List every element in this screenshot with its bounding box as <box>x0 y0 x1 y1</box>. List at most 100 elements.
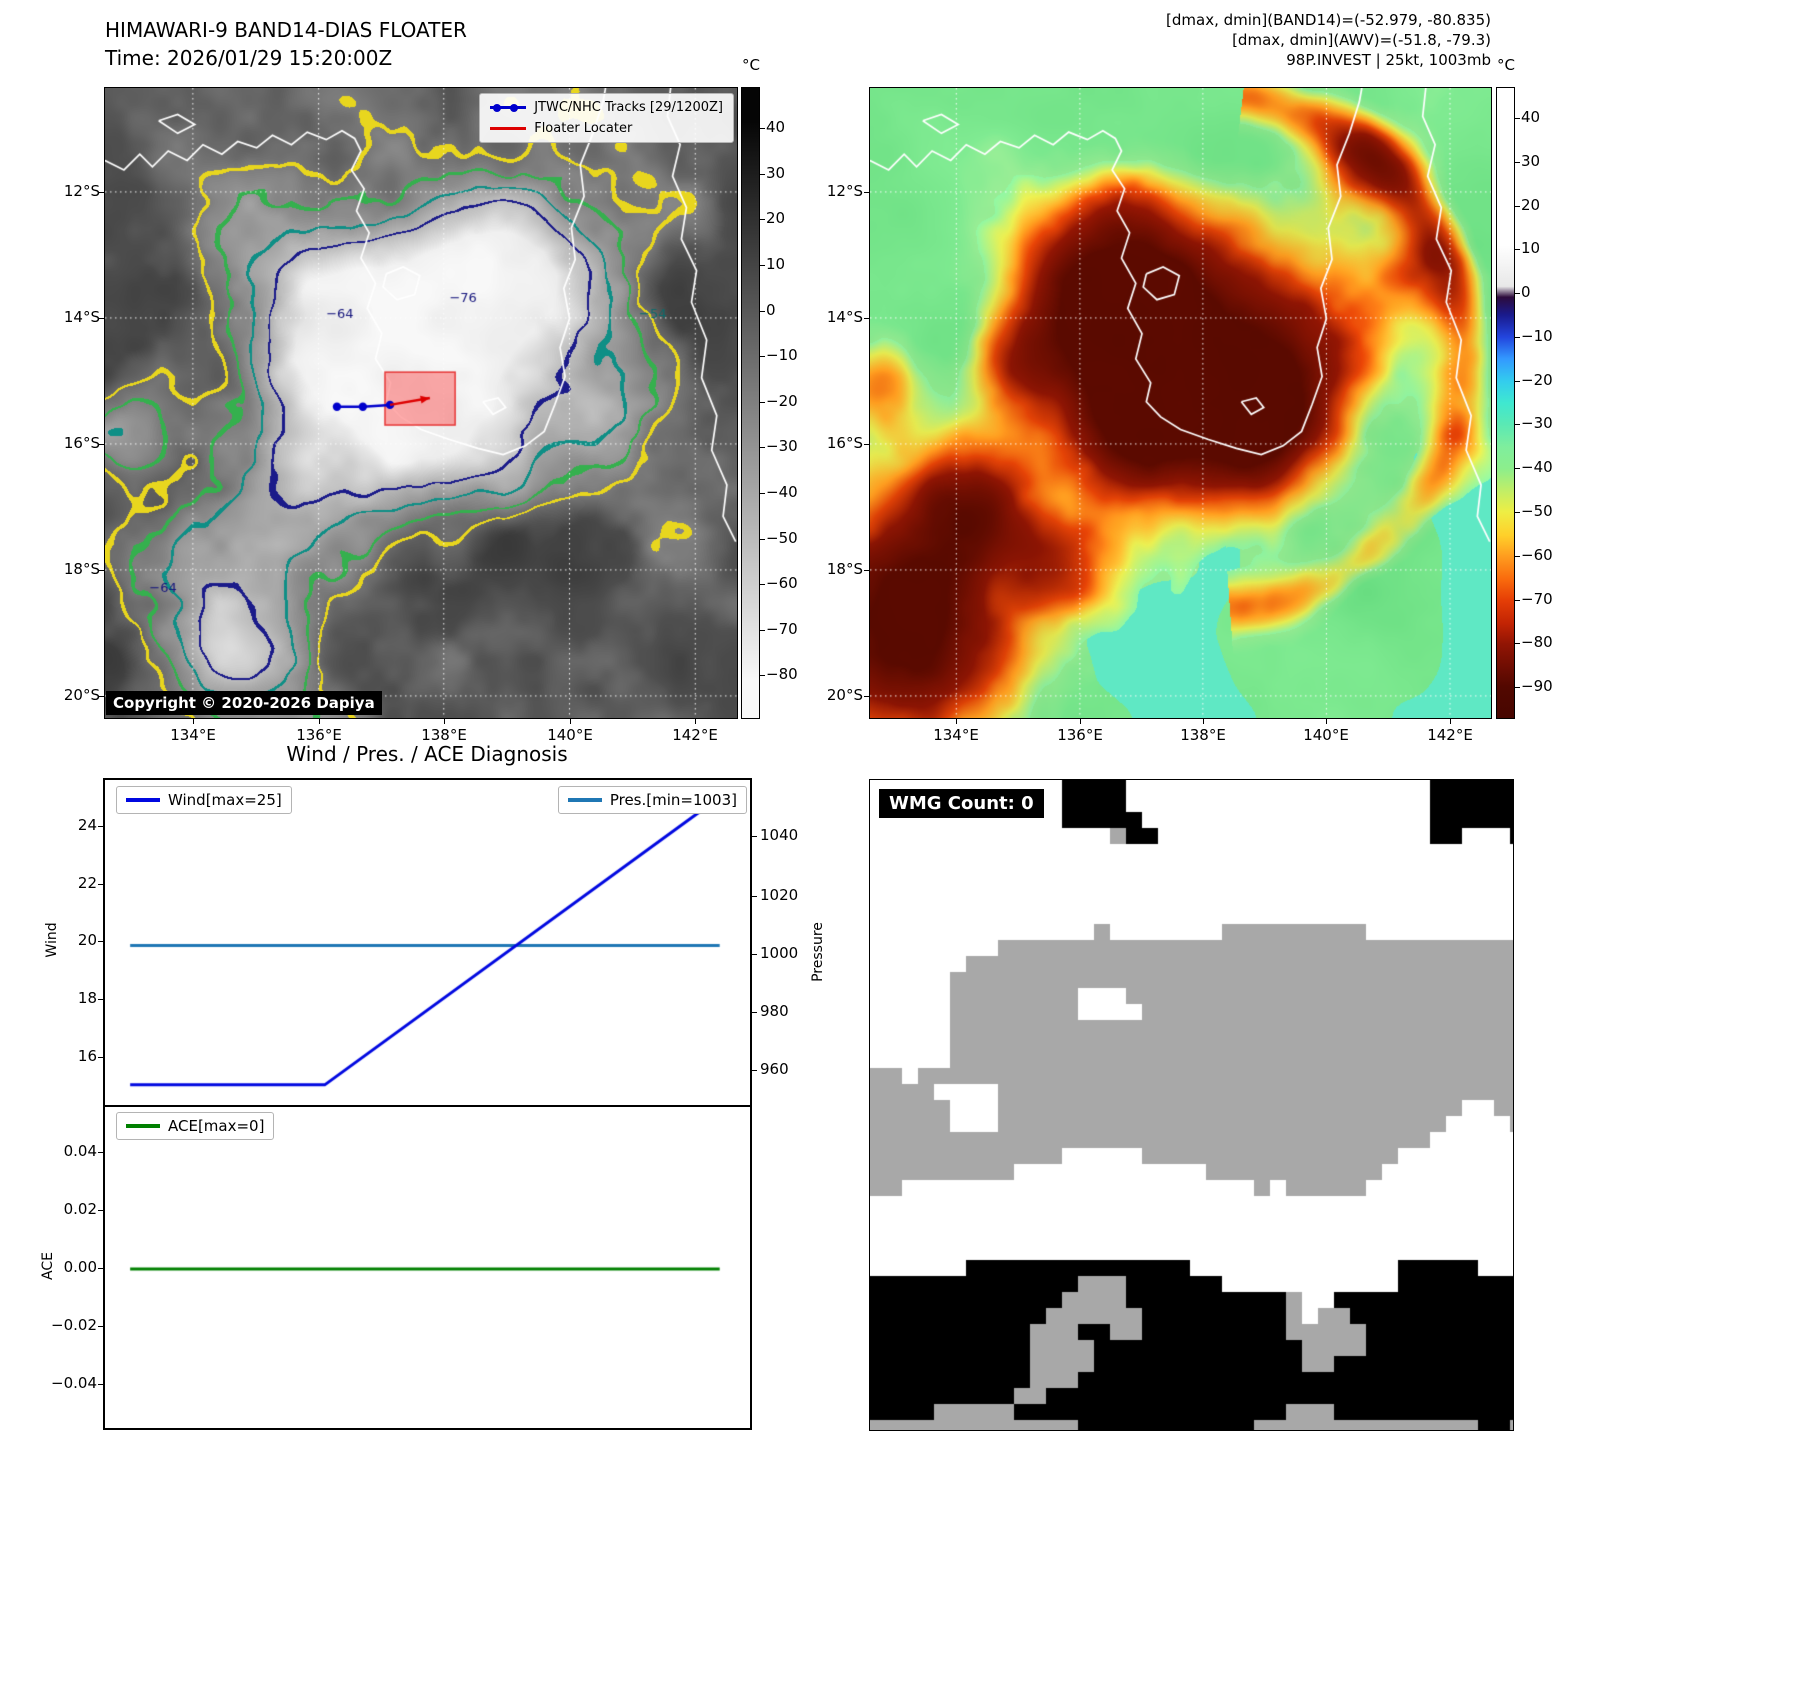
colorbar-tick-label: −40 <box>766 483 798 501</box>
axis-tick-mark <box>760 584 765 585</box>
colorbar-tick-label: −50 <box>1521 502 1553 520</box>
legend-row-floater: Floater Locater <box>490 121 723 136</box>
floater-line-sample <box>490 122 527 135</box>
pres-legend: Pres.[min=1003] <box>557 786 747 814</box>
colorbar-gradient <box>1497 88 1514 718</box>
band14-time: Time: 2026/01/29 15:20:00Z <box>105 46 393 70</box>
axis-tick-mark <box>864 696 869 697</box>
axis-tick-mark <box>760 447 765 448</box>
lon-tick-label: 134°E <box>933 726 979 744</box>
wind-chart-frame <box>103 778 752 1107</box>
colorbar-tick-label: −70 <box>766 620 798 638</box>
lon-tick-label: 142°E <box>1427 726 1473 744</box>
wind-legend: Wind[max=25] <box>116 786 292 814</box>
lon-tick-label: 138°E <box>421 726 467 744</box>
colorbar-tick-label: 20 <box>1521 196 1541 214</box>
legend-row-track: JTWC/NHC Tracks [29/1200Z] <box>490 100 723 115</box>
awv-header-line1: [dmax, dmin](BAND14)=(-52.979, -80.835) <box>1166 11 1491 29</box>
axis-tick-mark <box>98 826 103 827</box>
axis-tick-mark <box>98 1210 103 1211</box>
band14-colorbar-unit: °C <box>742 56 760 74</box>
axis-tick-mark <box>760 174 765 175</box>
axis-tick-mark <box>98 884 103 885</box>
axis-tick-mark <box>956 719 957 724</box>
colorbar-tick-label: 0 <box>766 301 776 319</box>
band14-colorbar <box>741 87 760 719</box>
axis-tick-mark <box>1515 206 1520 207</box>
ace-tick-label: −0.02 <box>51 1316 97 1334</box>
awv-satellite-canvas <box>870 88 1491 718</box>
axis-tick-mark <box>1515 687 1520 688</box>
colorbar-gradient <box>742 88 759 718</box>
floater-line-swatch <box>490 127 527 130</box>
axis-tick-mark <box>99 192 104 193</box>
colorbar-tick-label: −30 <box>1521 414 1553 432</box>
track-legend-label: JTWC/NHC Tracks [29/1200Z] <box>534 100 723 115</box>
axis-tick-mark <box>1515 162 1520 163</box>
pres-legend-label: Pres.[min=1003] <box>609 791 737 809</box>
wind-tick-label: 24 <box>77 816 97 834</box>
axis-tick-mark <box>752 1012 757 1013</box>
track-line-swatch <box>490 106 527 109</box>
ace-legend-label: ACE[max=0] <box>168 1117 265 1135</box>
colorbar-tick-label: 0 <box>1521 283 1531 301</box>
lon-tick-label: 136°E <box>1057 726 1103 744</box>
track-dot-icon <box>510 104 519 112</box>
colorbar-tick-label: 30 <box>766 164 786 182</box>
colorbar-tick-label: 20 <box>766 209 786 227</box>
axis-tick-mark <box>1515 556 1520 557</box>
axis-tick-mark <box>1515 293 1520 294</box>
colorbar-tick-label: 10 <box>766 255 786 273</box>
axis-tick-mark <box>98 1326 103 1327</box>
axis-tick-mark <box>760 219 765 220</box>
axis-tick-mark <box>760 311 765 312</box>
lon-tick-label: 140°E <box>1303 726 1349 744</box>
pressure-tick-label: 1040 <box>760 826 799 844</box>
lat-tick-label: 14°S <box>63 308 100 326</box>
ace-tick-label: 0.02 <box>63 1200 97 1218</box>
axis-tick-mark <box>760 539 765 540</box>
axis-tick-mark <box>570 719 571 724</box>
pressure-tick-label: 980 <box>760 1002 789 1020</box>
axis-tick-mark <box>752 896 757 897</box>
lat-tick-label: 14°S <box>826 308 863 326</box>
ace-chart-canvas <box>105 1107 750 1428</box>
wmg-canvas <box>870 780 1513 1430</box>
colorbar-tick-label: −60 <box>1521 546 1553 564</box>
axis-tick-mark <box>193 719 194 724</box>
axis-tick-mark <box>1515 249 1520 250</box>
axis-tick-mark <box>760 630 765 631</box>
axis-tick-mark <box>1515 381 1520 382</box>
awv-map-frame <box>869 87 1492 719</box>
axis-tick-mark <box>760 675 765 676</box>
ace-chart-frame <box>103 1105 752 1430</box>
band14-map-legend: JTWC/NHC Tracks [29/1200Z] Floater Locat… <box>479 93 734 143</box>
colorbar-tick-label: −60 <box>766 574 798 592</box>
axis-tick-mark <box>98 1057 103 1058</box>
colorbar-tick-label: −20 <box>1521 371 1553 389</box>
lon-tick-label: 138°E <box>1180 726 1226 744</box>
lat-tick-label: 20°S <box>63 686 100 704</box>
axis-tick-mark <box>760 402 765 403</box>
awv-header-line3: 98P.INVEST | 25kt, 1003mb <box>1286 51 1491 69</box>
colorbar-tick-label: −10 <box>766 346 798 364</box>
band14-map-frame <box>104 87 738 719</box>
lat-tick-label: 20°S <box>826 686 863 704</box>
awv-colorbar <box>1496 87 1515 719</box>
ace-legend: ACE[max=0] <box>116 1112 275 1140</box>
track-dot-icon <box>493 104 502 112</box>
axis-tick-mark <box>319 719 320 724</box>
axis-tick-mark <box>1515 337 1520 338</box>
axis-tick-mark <box>752 954 757 955</box>
axis-tick-mark <box>98 1384 103 1385</box>
colorbar-tick-label: −70 <box>1521 590 1553 608</box>
axis-tick-mark <box>98 999 103 1000</box>
lat-tick-label: 12°S <box>63 182 100 200</box>
wmg-frame <box>869 779 1514 1431</box>
colorbar-tick-label: −80 <box>1521 633 1553 651</box>
colorbar-tick-label: 30 <box>1521 152 1541 170</box>
colorbar-tick-label: −90 <box>1521 677 1553 695</box>
axis-tick-mark <box>1515 643 1520 644</box>
ace-tick-label: 0.00 <box>63 1258 97 1276</box>
pressure-tick-label: 1000 <box>760 944 799 962</box>
